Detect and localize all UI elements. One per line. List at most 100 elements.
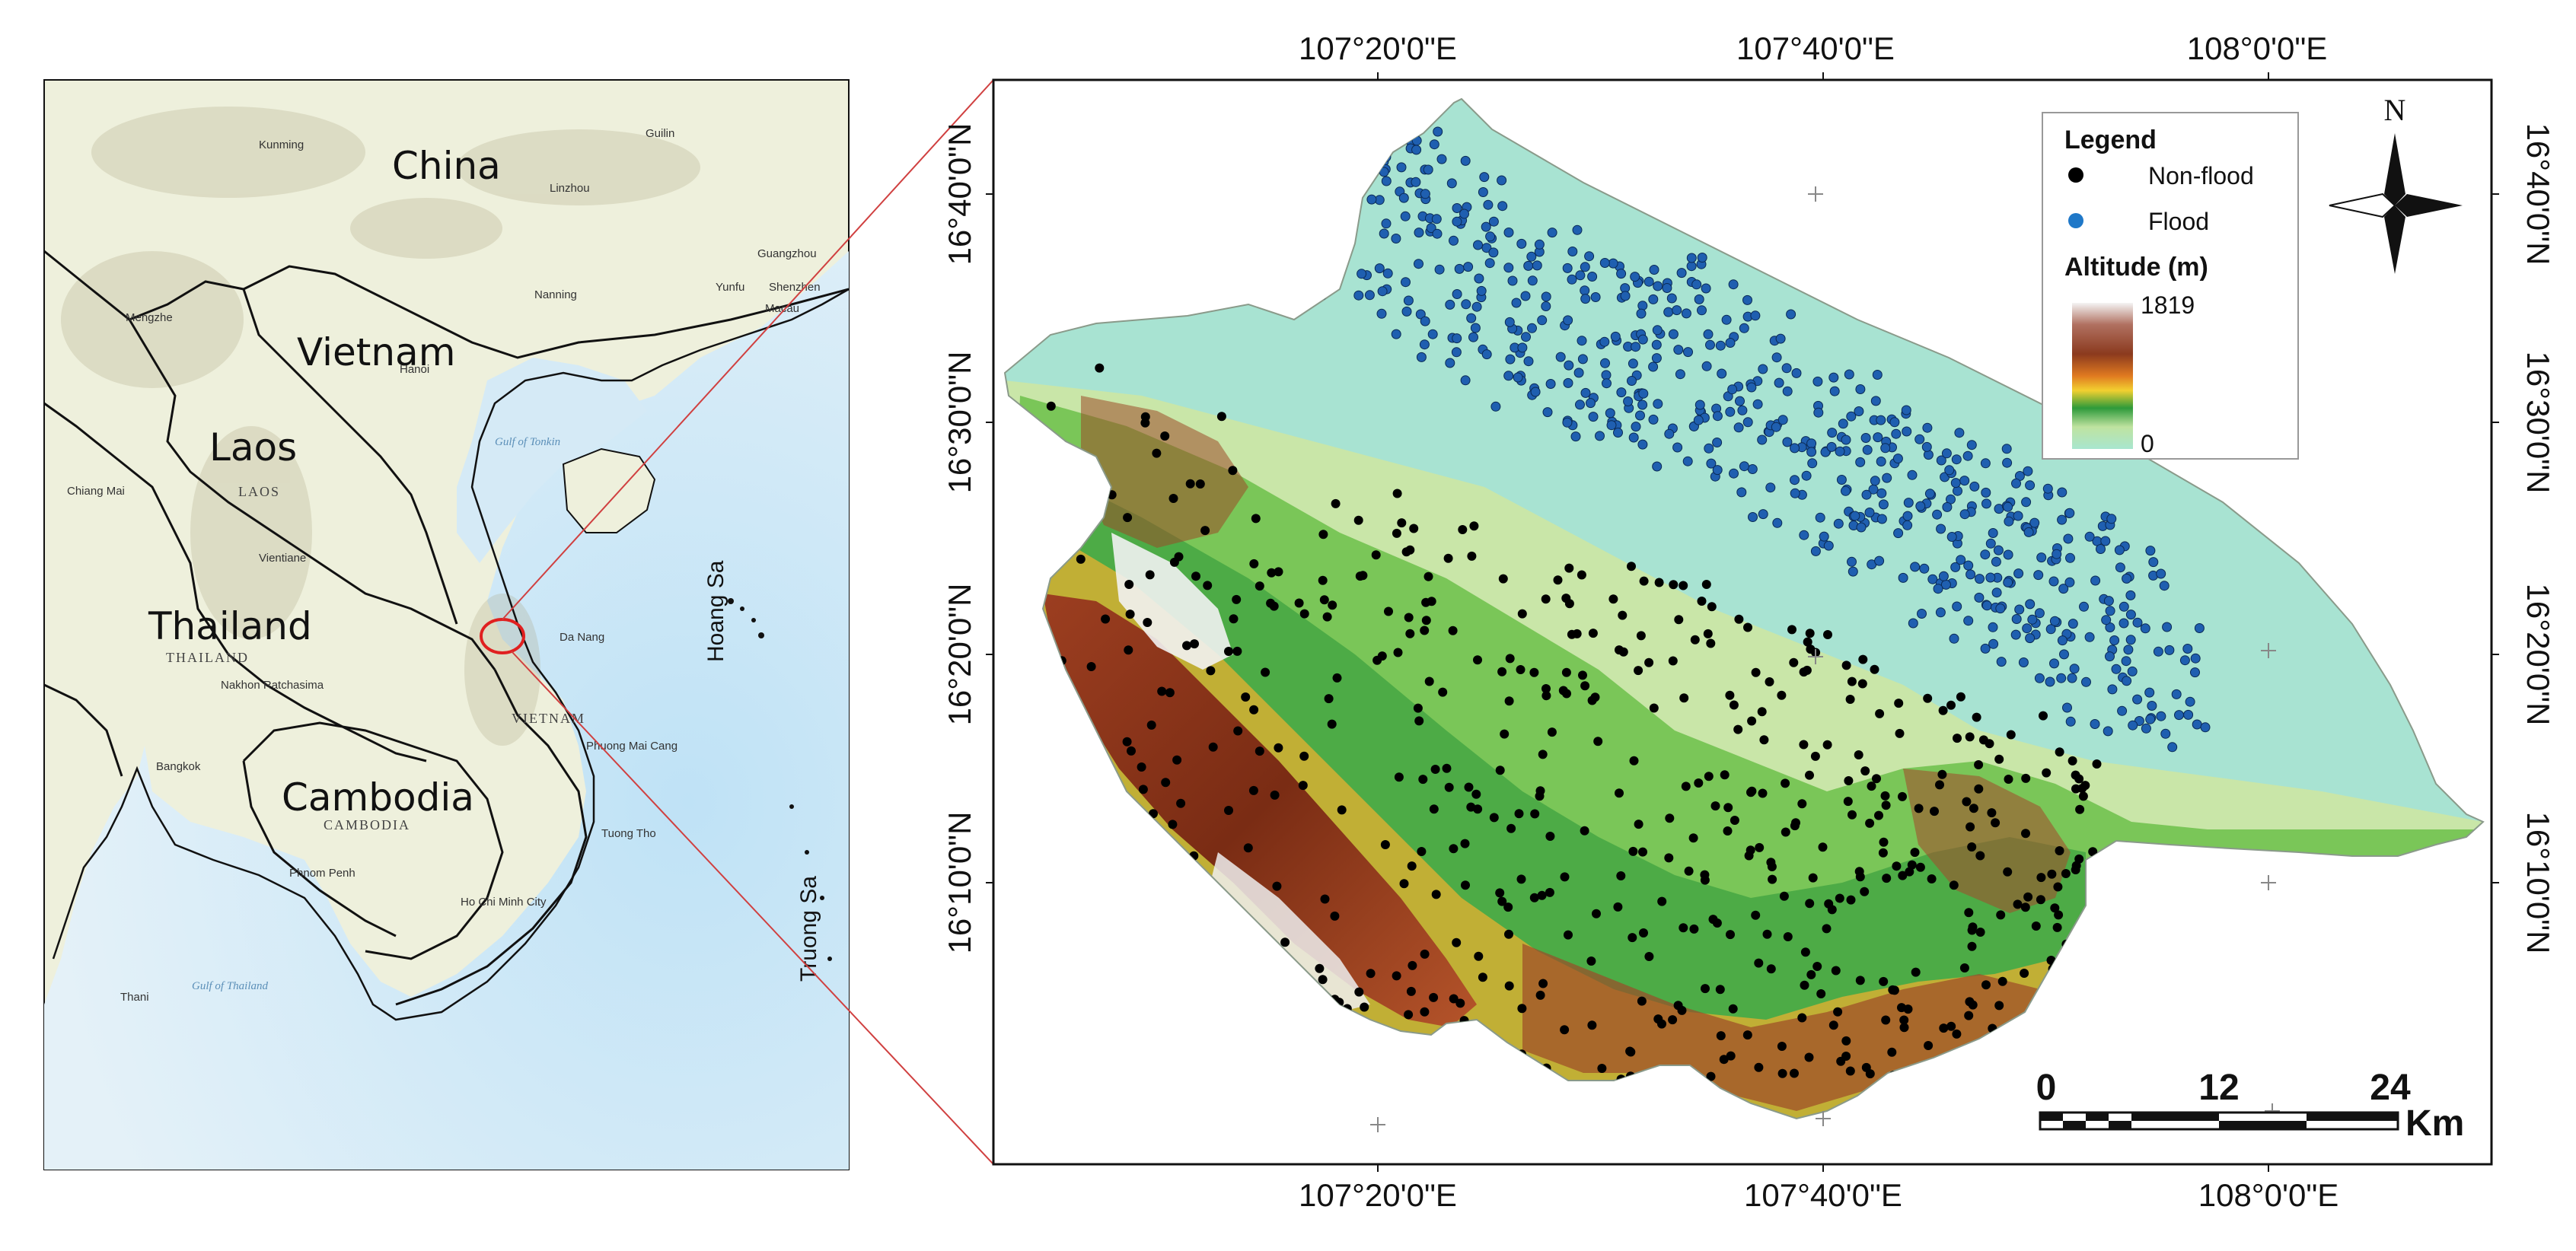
nonflood-point [1399,879,1409,889]
nonflood-point [1408,960,1417,970]
flood-point [1599,336,1610,347]
flood-point [2023,466,2033,476]
flood-point [2057,487,2067,498]
nonflood-point [1964,1011,1974,1020]
nonflood-point [1174,552,1184,562]
flood-point [2127,666,2138,676]
flood-point [2090,719,2100,729]
flood-point [1523,356,1534,367]
nonflood-point [1857,679,1867,689]
nonflood-point [1319,595,1329,605]
nonflood-point [1700,875,1710,885]
flood-point [1952,601,1962,612]
flood-point [1694,399,1705,410]
flood-point [1527,275,1538,286]
flood-point [2117,705,2128,716]
nonflood-point [2036,895,2045,905]
city-linzhou: Linzhou [550,182,590,195]
nonflood-point [1927,874,1937,883]
nonflood-point [1157,686,1167,696]
nonflood-point [1725,690,1735,700]
flood-point [1436,154,1447,164]
nonflood-point [1806,645,1816,654]
flood-point [2003,577,2013,587]
nonflood-point [1417,847,1427,856]
nonflood-point [1754,1062,1764,1072]
flood-point [1847,556,1857,567]
flood-point [1712,438,1723,447]
flood-point [2052,549,2062,559]
flood-point [1672,305,1682,316]
nonflood-point [1701,984,1710,994]
nonflood-point [1541,594,1551,604]
flood-point [1742,417,1753,428]
flood-point [1432,228,1443,239]
flood-point [1703,329,1714,339]
nonflood-point [1805,899,1815,909]
flood-point [2159,581,2170,591]
flood-point [1712,411,1723,422]
nonflood-point [1816,989,1826,998]
flood-point [1649,265,1659,275]
flood-point [1746,382,1757,393]
flood-point [1781,363,1792,374]
flood-point [1454,263,1465,274]
nonflood-point [1233,726,1243,736]
nonflood-point [1392,528,1401,538]
nonflood-point [1564,563,1574,573]
flood-point [1470,323,1481,333]
flood-point [1517,342,1528,353]
nonflood-point [2071,770,2080,780]
flood-point [1478,187,1488,197]
nonflood-point [1924,1041,1934,1050]
flood-point [1813,407,1824,418]
nonflood-point [2039,711,2048,721]
flood-point [1846,411,1857,422]
study-area-outline [1003,97,2485,1120]
flood-point [2107,684,2118,695]
nonflood-point [1781,778,1790,788]
flood-point [1485,231,1496,242]
flood-point [1876,488,1887,498]
flood-point [1577,354,1588,364]
nonflood-point [1251,514,1261,524]
nonflood-point [1464,782,1474,792]
flood-point [1628,432,1639,443]
flood-point [2081,676,2091,687]
flood-point [1942,501,1953,512]
nonflood-point [1452,937,1462,947]
nonflood-point [1558,686,1568,696]
flood-point [2003,501,2013,512]
nonflood-point [2052,922,2062,932]
flood-point [1379,228,1389,239]
flood-point [1526,251,1537,262]
flood-point [2160,728,2171,739]
label-hoang-sa: Hoang Sa [703,560,728,662]
nonflood-point [1935,780,1944,790]
flood-point [1415,309,1426,320]
flood-point [2045,624,2056,635]
flood-point [1411,145,1422,155]
flood-point [1835,446,1845,457]
flood-point [2096,544,2106,554]
flood-point [2119,601,2129,612]
nonflood-point [1469,521,1479,531]
flood-point [1364,290,1375,301]
flood-point [1466,313,1477,323]
flood-point [1381,218,1392,229]
nonflood-point [1723,826,1733,836]
flood-point [1988,528,1998,538]
nonflood-point [1537,890,1547,900]
nonflood-point [1145,570,1155,580]
flood-point [2049,658,2059,669]
nonflood-point [1229,614,1239,624]
nonflood-point [1997,976,2007,986]
flood-point [1631,422,1641,432]
flood-point [1902,520,1913,530]
flood-point [1631,342,1641,352]
nonflood-point [1418,775,1428,785]
flood-point [1584,251,1595,262]
flood-point [2027,614,2038,625]
nonflood-point [1673,1001,1683,1011]
nonflood-point [1505,654,1515,664]
